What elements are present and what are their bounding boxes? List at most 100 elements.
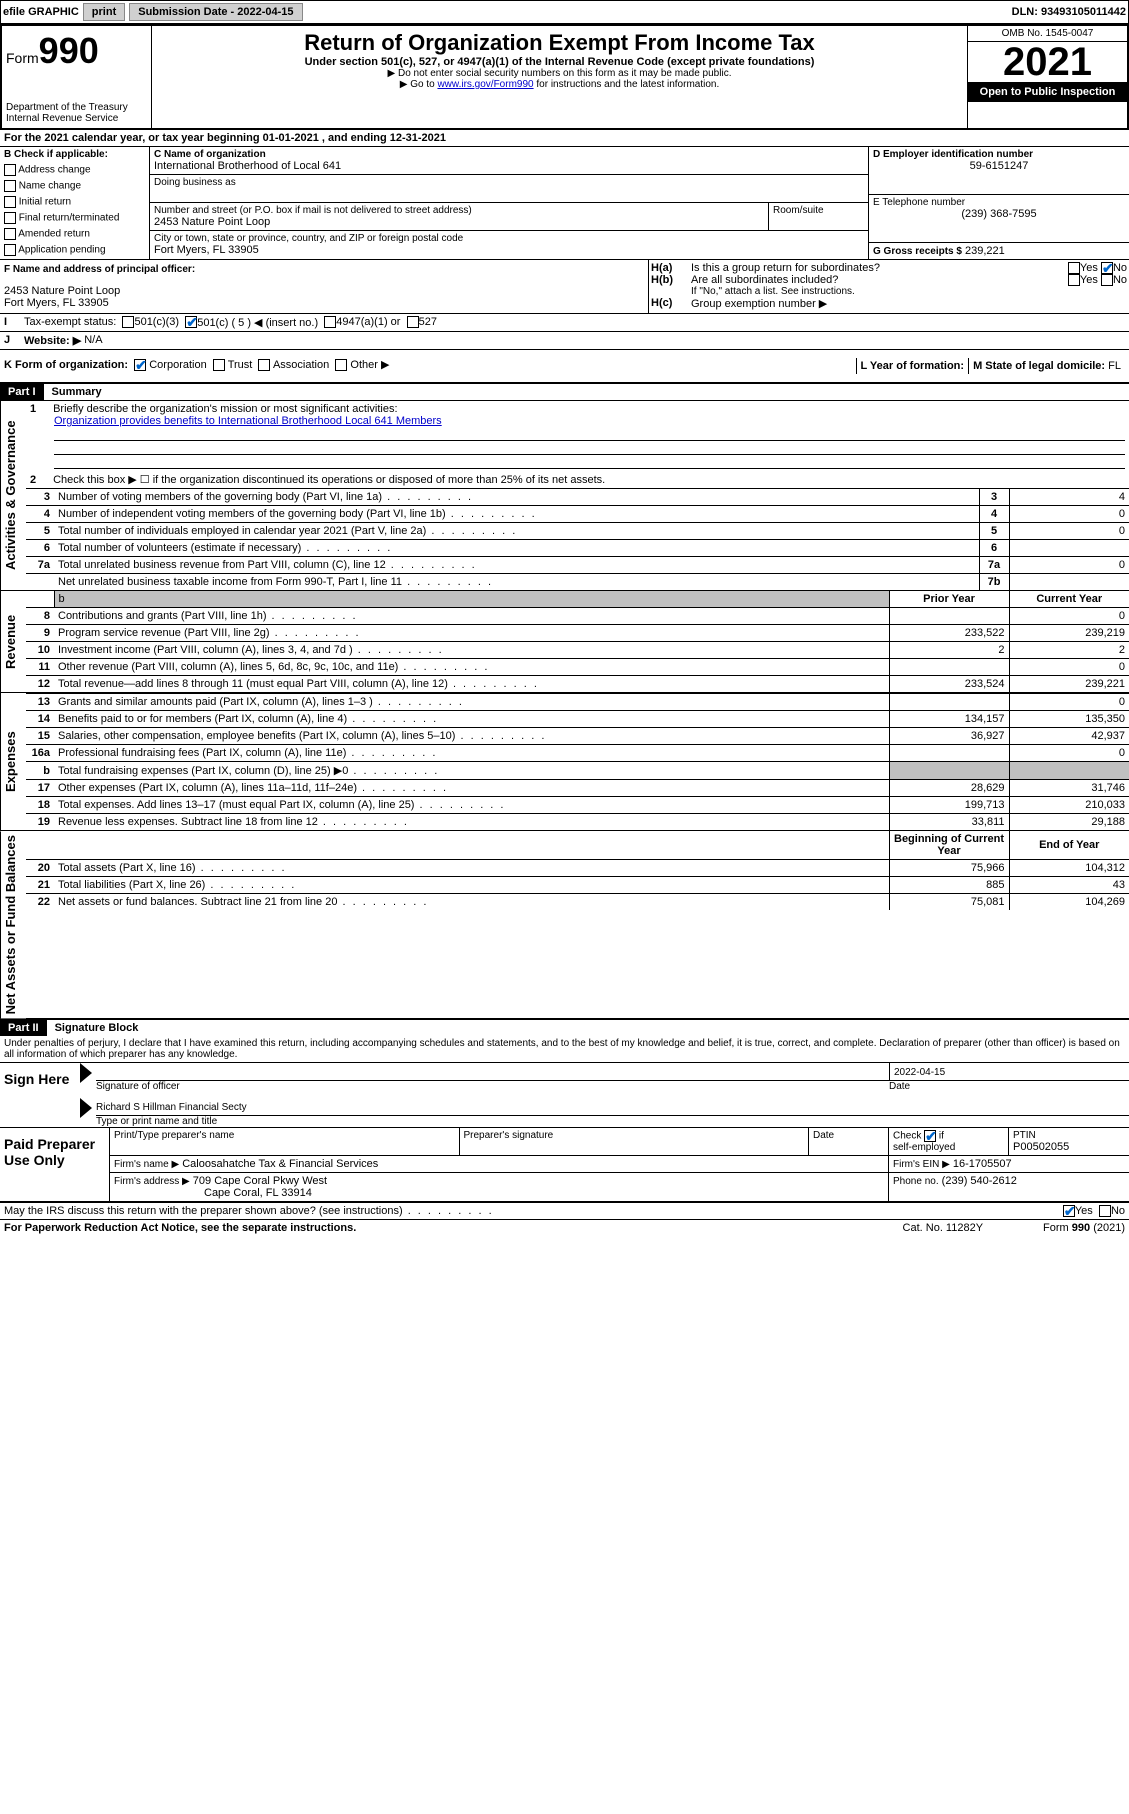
may-irs-yes-checkbox[interactable]	[1063, 1205, 1075, 1217]
net-assets-table: Beginning of Current Year End of Year 20…	[26, 831, 1129, 910]
paid-preparer-block: Paid Preparer Use Only Print/Type prepar…	[0, 1128, 1129, 1203]
tax-year: 2021	[968, 42, 1127, 82]
table-row: 21Total liabilities (Part X, line 26)885…	[26, 877, 1129, 894]
hc-label: Group exemption number ▶	[691, 297, 827, 310]
may-irs-no-checkbox[interactable]	[1099, 1205, 1111, 1217]
revenue-table: b Prior Year Current Year 8Contributions…	[26, 591, 1129, 692]
print-button[interactable]: print	[83, 3, 125, 21]
city-label: City or town, state or province, country…	[154, 233, 864, 244]
triangle-icon	[80, 1098, 92, 1118]
f-label: F Name and address of principal officer:	[4, 264, 644, 275]
ha-no-checkbox[interactable]	[1101, 262, 1113, 274]
b-label: B Check if applicable:	[0, 147, 149, 162]
room-label: Room/suite	[773, 205, 864, 216]
date-label: Date	[889, 1081, 1129, 1092]
type-name-label: Type or print name and title	[96, 1116, 1129, 1127]
tax-year-line: For the 2021 calendar year, or tax year …	[0, 130, 1129, 147]
col-begin: Beginning of Current Year	[889, 831, 1009, 860]
part2-header-row: Part II Signature Block	[0, 1020, 1129, 1036]
te-4947-checkbox[interactable]	[324, 316, 336, 328]
k-trust-checkbox[interactable]	[213, 359, 225, 371]
hb-yes-checkbox[interactable]	[1068, 274, 1080, 286]
firm-addr-label: Firm's address ▶	[114, 1176, 190, 1187]
checkbox-initial-return[interactable]: Initial return	[0, 194, 149, 210]
checkbox-amended[interactable]: Amended return	[0, 226, 149, 242]
checkbox-name-change[interactable]: Name change	[0, 178, 149, 194]
table-row: 14Benefits paid to or for members (Part …	[26, 711, 1129, 728]
c-label: C Name of organization	[154, 149, 864, 160]
prep-name-label: Print/Type preparer's name	[114, 1130, 455, 1141]
table-row: 12Total revenue—add lines 8 through 11 (…	[26, 676, 1129, 693]
te-527-checkbox[interactable]	[407, 316, 419, 328]
tax-exempt-row: I Tax-exempt status: 501(c)(3) 501(c) ( …	[0, 313, 1129, 331]
table-row: 8Contributions and grants (Part VIII, li…	[26, 608, 1129, 625]
table-row: 16aProfessional fundraising fees (Part I…	[26, 745, 1129, 762]
ha-label: Is this a group return for subordinates?	[691, 262, 1068, 274]
part2-header: Part II	[0, 1020, 47, 1036]
date-label2: Date	[813, 1130, 884, 1141]
table-row: 4Number of independent voting members of…	[26, 506, 1129, 523]
sign-here-label: Sign Here	[0, 1063, 80, 1127]
checkbox-address-change[interactable]: Address change	[0, 162, 149, 178]
website-label: Website: ▶	[24, 334, 81, 347]
dln: DLN: 93493105011442	[1012, 6, 1126, 18]
may-irs-label: May the IRS discuss this return with the…	[4, 1205, 1063, 1217]
efile-label: efile GRAPHIC	[3, 6, 79, 18]
irs-link[interactable]: www.irs.gov/Form990	[437, 79, 533, 90]
table-row: 9Program service revenue (Part VIII, lin…	[26, 625, 1129, 642]
table-row: 7aTotal unrelated business revenue from …	[26, 557, 1129, 574]
website-row: J Website: ▶ N/A	[0, 331, 1129, 350]
k-other-checkbox[interactable]	[335, 359, 347, 371]
firm-phone: (239) 540-2612	[942, 1175, 1017, 1187]
checkbox-final-return[interactable]: Final return/terminated	[0, 210, 149, 226]
table-row: 13Grants and similar amounts paid (Part …	[26, 694, 1129, 711]
k-corp-checkbox[interactable]	[134, 359, 146, 371]
table-row: 3Number of voting members of the governi…	[26, 489, 1129, 506]
officer-addr2: Fort Myers, FL 33905	[4, 297, 644, 309]
addr-label: Number and street (or P.O. box if mail i…	[154, 205, 764, 216]
phone: (239) 368-7595	[873, 208, 1125, 220]
table-row: 22Net assets or fund balances. Subtract …	[26, 894, 1129, 911]
k-label: K Form of organization:	[4, 359, 128, 371]
table-row: 18Total expenses. Add lines 13–17 (must …	[26, 797, 1129, 814]
street-address: 2453 Nature Point Loop	[154, 216, 764, 228]
te-501c-checkbox[interactable]	[185, 316, 197, 328]
sidebar-activities: Activities & Governance	[0, 401, 26, 590]
may-irs-row: May the IRS discuss this return with the…	[0, 1203, 1129, 1220]
firm-addr1: 709 Cape Coral Pkwy West	[193, 1175, 327, 1187]
k-assoc-checkbox[interactable]	[258, 359, 270, 371]
table-row: 10Investment income (Part VIII, column (…	[26, 642, 1129, 659]
expenses-table: 13Grants and similar amounts paid (Part …	[26, 693, 1129, 830]
hb-note: If "No," attach a list. See instructions…	[651, 286, 1127, 297]
expenses-block: Expenses 13Grants and similar amounts pa…	[0, 693, 1129, 831]
footer-row: For Paperwork Reduction Act Notice, see …	[0, 1220, 1129, 1236]
officer-name: Richard S Hillman Financial Secty	[96, 1098, 1129, 1116]
table-row: 6Total number of volunteers (estimate if…	[26, 540, 1129, 557]
website-value: N/A	[84, 334, 102, 347]
firm-phone-label: Phone no.	[893, 1176, 939, 1187]
ha-yes-checkbox[interactable]	[1068, 262, 1080, 274]
firm-name: Caloosahatche Tax & Financial Services	[182, 1158, 378, 1170]
te-501c3-checkbox[interactable]	[122, 316, 134, 328]
table-row: 19Revenue less expenses. Subtract line 1…	[26, 814, 1129, 831]
checkbox-app-pending[interactable]: Application pending	[0, 242, 149, 258]
line1-label: Briefly describe the organization's miss…	[53, 403, 397, 415]
revenue-block: Revenue b Prior Year Current Year 8Contr…	[0, 591, 1129, 693]
hb-no-checkbox[interactable]	[1101, 274, 1113, 286]
dba-label: Doing business as	[154, 177, 864, 188]
open-public-badge: Open to Public Inspection	[968, 82, 1127, 102]
d-label: D Employer identification number	[873, 149, 1125, 160]
prep-sig-label: Preparer's signature	[464, 1130, 805, 1141]
paperwork-notice: For Paperwork Reduction Act Notice, see …	[4, 1222, 356, 1234]
sign-here-block: Sign Here 2022-04-15 Signature of office…	[0, 1063, 1129, 1128]
firm-ein-label: Firm's EIN ▶	[893, 1159, 950, 1170]
l-label: L Year of formation:	[861, 360, 965, 372]
triangle-icon	[80, 1063, 92, 1083]
paid-preparer-label: Paid Preparer Use Only	[0, 1128, 110, 1201]
sidebar-expenses: Expenses	[0, 693, 26, 830]
org-info-block: B Check if applicable: Address change Na…	[0, 147, 1129, 259]
activities-block: Activities & Governance 1 Briefly descri…	[0, 401, 1129, 591]
gross-receipts: 239,221	[965, 245, 1005, 257]
firm-name-label: Firm's name ▶	[114, 1159, 179, 1170]
tax-exempt-label: Tax-exempt status:	[24, 316, 116, 329]
